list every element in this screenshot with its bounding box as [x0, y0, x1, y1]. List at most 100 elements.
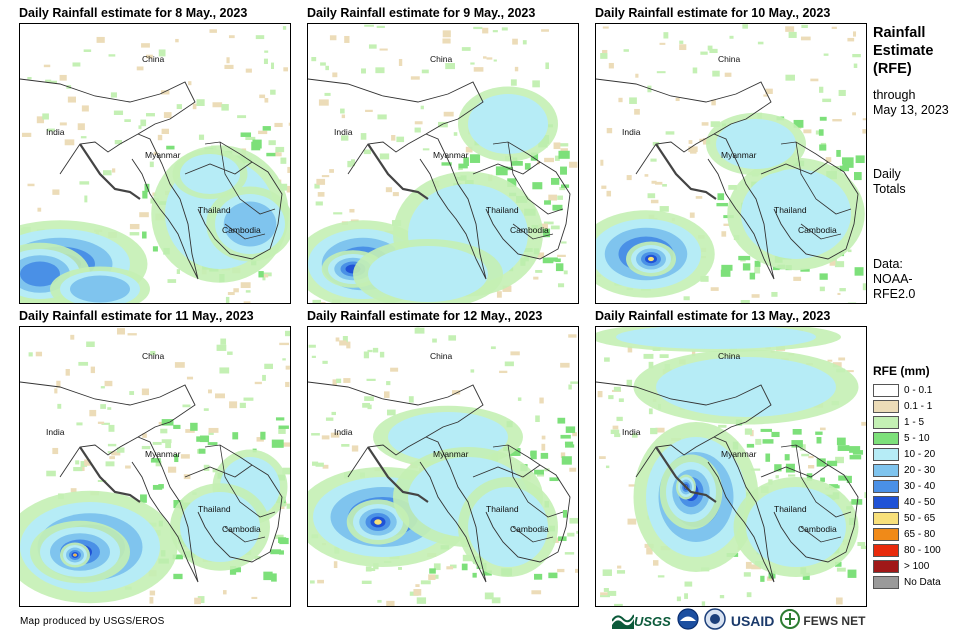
rainfall-speck: [285, 381, 290, 388]
rainfall-speck: [367, 349, 373, 353]
rainfall-speck: [543, 221, 554, 225]
rainfall-speck: [852, 450, 864, 455]
rainfall-speck: [665, 131, 675, 135]
border-line: [308, 78, 484, 175]
rainfall-speck: [386, 600, 395, 606]
rainfall-area: [20, 261, 60, 287]
rainfall-speck: [560, 452, 566, 458]
rainfall-speck: [360, 133, 367, 140]
rainfall-speck: [745, 561, 752, 569]
rainfall-speck: [819, 86, 824, 93]
rainfall-speck: [659, 206, 669, 212]
rainfall-speck: [600, 53, 608, 59]
rainfall-speck: [308, 344, 316, 348]
rainfall-speck: [448, 335, 457, 341]
rainfall-speck: [766, 576, 773, 581]
rainfall-speck: [319, 302, 326, 303]
rainfall-speck: [616, 416, 623, 422]
legend-swatch: [873, 463, 899, 477]
rainfall-speck: [229, 566, 237, 575]
rainfall-speck: [837, 292, 841, 295]
rainfall-speck: [846, 370, 854, 373]
rainfall-speck: [364, 24, 374, 27]
rainfall-speck: [141, 445, 151, 450]
border-line: [419, 436, 487, 583]
rainfall-speck: [145, 113, 155, 117]
rainfall-speck: [688, 140, 693, 144]
rainfall-speck: [743, 572, 751, 577]
rainfall-speck: [576, 530, 578, 534]
rainfall-speck: [107, 443, 117, 447]
rainfall-speck: [433, 563, 441, 571]
rainfall-speck: [839, 288, 846, 292]
rainfall-speck: [721, 264, 733, 271]
rainfall-speck: [618, 398, 624, 403]
border-line: [596, 381, 772, 478]
legend-label: 50 - 65: [904, 512, 936, 524]
rainfall-speck: [96, 36, 105, 43]
rainfall-speck: [463, 157, 469, 166]
rainfall-speck: [146, 54, 153, 59]
rainfall-map: China India Myanmar Thailand Cambodia: [19, 23, 291, 304]
legend-swatch: [873, 495, 899, 509]
rainfall-speck: [361, 580, 372, 584]
rainfall-speck: [237, 115, 247, 119]
rainfall-speck: [262, 126, 271, 131]
rainfall-speck: [793, 276, 802, 281]
rainfall-speck: [541, 435, 546, 440]
rainfall-speck: [532, 182, 543, 190]
rainfall-speck: [762, 439, 774, 444]
rainfall-speck: [351, 445, 359, 452]
rainfall-speck: [155, 461, 162, 467]
rainfall-panel: Daily Rainfall estimate for 8 May., 2023…: [19, 6, 291, 306]
rainfall-speck: [442, 30, 451, 38]
rainfall-speck: [167, 466, 177, 473]
coastline: [79, 143, 141, 200]
border-line: [20, 78, 196, 175]
rainfall-speck: [282, 26, 287, 30]
rainfall-speck: [575, 568, 578, 573]
rainfall-speck: [701, 122, 709, 126]
rainfall-speck: [161, 439, 172, 444]
map-label-cambodia: Cambodia: [798, 524, 837, 534]
rainfall-speck: [617, 565, 622, 569]
heading-line: Estimate: [873, 43, 934, 59]
fewsnet-logo: FEWS NET: [803, 614, 866, 628]
rainfall-speck: [161, 90, 170, 95]
usgs-wave-icon: [612, 614, 634, 629]
rainfall-speck: [365, 566, 372, 572]
rainfall-speck: [864, 492, 866, 499]
rainfall-speck: [208, 427, 219, 433]
rainfall-speck: [240, 282, 251, 289]
rainfall-speck: [449, 564, 457, 569]
rainfall-speck: [751, 564, 762, 570]
doc-seal-icon: [704, 607, 726, 635]
rainfall-speck: [679, 40, 684, 44]
rainfall-speck: [650, 199, 659, 204]
rainfall-speck: [446, 566, 454, 570]
legend-swatch: [873, 431, 899, 445]
rainfall-speck: [746, 443, 755, 448]
rainfall-speck: [701, 601, 706, 606]
rainfall-speck: [215, 393, 226, 399]
rainfall-speck: [838, 89, 846, 96]
usgs-text: USGS: [634, 613, 671, 629]
rainfall-speck: [458, 163, 468, 169]
rainfall-speck: [286, 503, 290, 509]
rainfall-speck: [855, 155, 865, 164]
rainfall-speck: [849, 446, 861, 453]
rainfall-speck: [847, 37, 855, 42]
rainfall-speck: [127, 333, 137, 336]
rainfall-speck: [160, 428, 168, 434]
rainfall-speck: [822, 98, 832, 103]
rainfall-speck: [175, 38, 179, 43]
rainfall-speck: [364, 396, 374, 401]
rainfall-speck: [312, 461, 319, 466]
rainfall-speck: [245, 290, 251, 293]
rainfall-speck: [563, 270, 568, 275]
rainfall-speck: [659, 354, 669, 359]
rainfall-speck: [775, 475, 779, 479]
border-line: [131, 133, 199, 280]
rainfall-speck: [225, 296, 230, 303]
rainfall-speck: [647, 193, 656, 199]
